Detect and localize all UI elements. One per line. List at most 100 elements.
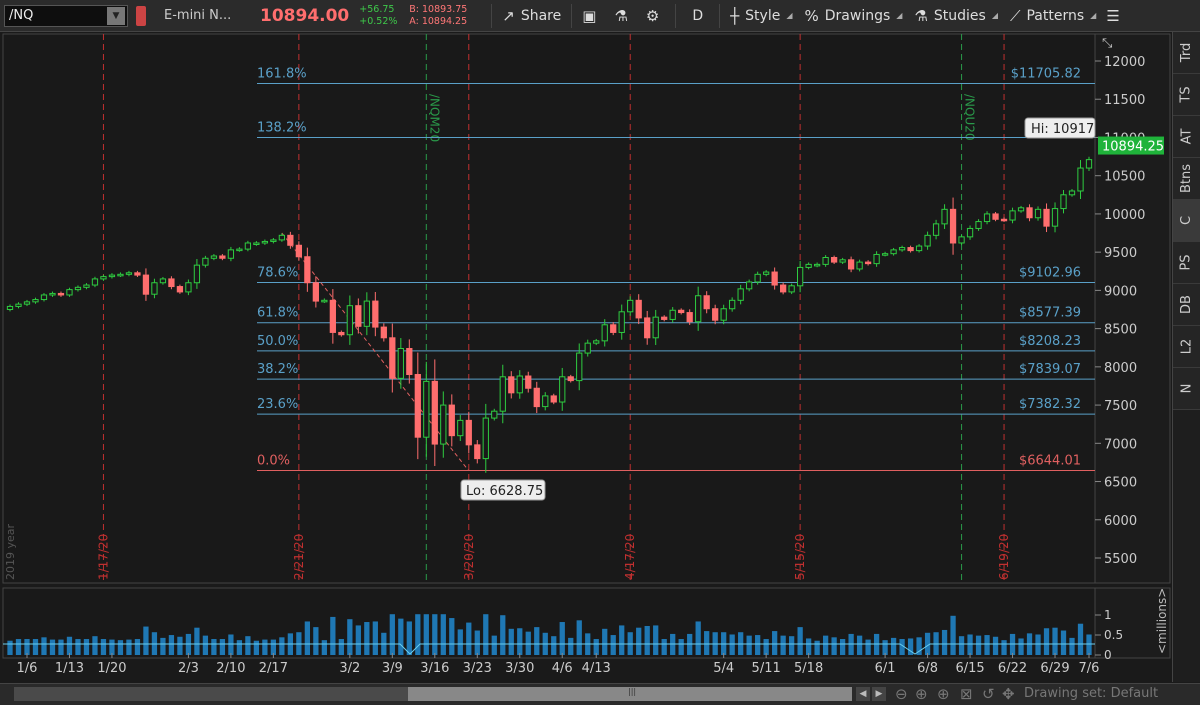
volume-bar [967, 634, 973, 655]
candle-body [847, 259, 855, 270]
time-scrollbar[interactable]: ||| ◀ ▶ ⊖ ⊕ ⊕ ⊠ ↺ ✥ Drawing set: Default [0, 683, 1200, 705]
volume-bar [924, 632, 931, 655]
share-button[interactable]: ↗ Share [496, 2, 567, 30]
studies-button[interactable]: ⚗ Studies ◢ [908, 2, 1004, 30]
drawing-set-label[interactable]: Drawing set: Default [1024, 686, 1159, 701]
chevron-down-icon: ◢ [991, 11, 998, 20]
volume-bar [15, 639, 22, 655]
patterns-icon: ⟋ [1009, 6, 1021, 25]
more-button[interactable]: ☰ [1102, 2, 1123, 30]
price-axis-label: 10500 [1104, 170, 1145, 185]
volume-series: 10.50 [3, 608, 1123, 662]
candle-body [83, 284, 90, 288]
drag-icon[interactable]: ✥ [1002, 685, 1015, 703]
candle-body [822, 257, 829, 265]
price-axis-label: 7000 [1104, 437, 1137, 452]
date-axis-label: 6/22 [998, 661, 1027, 676]
date-axis-label: 1/20 [97, 661, 126, 676]
candle-body [389, 337, 396, 379]
fib-level-percent: 61.8% [257, 306, 298, 321]
fib-level-percent: 50.0% [257, 334, 298, 349]
volume-bar [602, 628, 608, 655]
low-callout [460, 479, 546, 501]
settings-button[interactable]: ⚙ [640, 2, 671, 30]
link-color-button[interactable] [136, 5, 146, 26]
zoom-out-icon[interactable]: ⊖ [895, 685, 908, 703]
scroll-right-icon[interactable]: ▶ [872, 687, 886, 701]
price-axis-label: 11500 [1104, 93, 1145, 108]
drawings-label: Drawings [824, 7, 891, 24]
symbol-input[interactable]: /NQ ▼ [4, 4, 128, 27]
patterns-button[interactable]: ⟋ Patterns ◢ [1004, 2, 1102, 30]
right-tab-db[interactable]: DB [1173, 284, 1200, 326]
volume-bar [160, 637, 166, 655]
volume-bar [449, 618, 455, 655]
reset-zoom-icon[interactable]: ↺ [982, 685, 995, 703]
volume-bar [262, 639, 268, 655]
volume-bar [1077, 623, 1084, 655]
candle-body [737, 288, 744, 301]
volume-bar [534, 627, 540, 655]
volume-bar [755, 635, 761, 655]
zoom-box-icon[interactable]: ⊠ [960, 685, 973, 703]
marker-label: 4/17/20 [623, 534, 637, 580]
volume-bar [347, 619, 353, 655]
right-tab-ps[interactable]: PS [1173, 242, 1200, 284]
style-button[interactable]: ┼ Style ◢ [724, 2, 798, 30]
studies-lab-button[interactable]: ⚗ [608, 2, 639, 30]
volume-bar [228, 634, 234, 655]
candle-body [355, 305, 362, 327]
volume-bar [279, 637, 285, 655]
candle-body [491, 410, 498, 419]
candle-body [91, 278, 99, 286]
volume-bar [49, 639, 56, 655]
price-chart[interactable]: 1/17/20 2/21/20 3/20/20 4/17/20 5/15/20 6/19/… [0, 32, 1172, 683]
date-axis[interactable]: 1/6 1/13 1/20 2/3 2/10 2/17 3/2 3/9 3/16 3/23 3/30… [17, 653, 1100, 676]
drawings-button[interactable]: % Drawings ◢ [798, 2, 908, 30]
candle-body [176, 286, 184, 293]
fibonacci-retracement[interactable]: 161.8%$11705.82138.2%$78.6%$9102.9661.8%… [257, 66, 1095, 472]
scroll-left-icon[interactable]: ◀ [856, 687, 870, 701]
scroll-thumb[interactable] [408, 687, 852, 701]
candle-body [805, 263, 812, 268]
volume-bar [483, 614, 489, 655]
marker-label: /NQU20 [963, 94, 977, 141]
volume-bar [695, 621, 701, 655]
volume-bar [1060, 630, 1067, 655]
volume-bar [729, 634, 735, 655]
candle-body [363, 300, 370, 327]
candle-body [151, 282, 158, 295]
patterns-label: Patterns [1026, 7, 1085, 24]
marker-label: 6/19/20 [997, 534, 1011, 580]
right-tab-c[interactable]: C [1173, 200, 1200, 242]
volume-bar [551, 636, 557, 655]
high-label: Hi: 10917 [1031, 122, 1094, 137]
right-tab-l2[interactable]: L2 [1173, 326, 1200, 368]
zoom-in-icon[interactable]: ⊕ [937, 685, 950, 703]
chevron-down-icon[interactable]: ▼ [107, 6, 125, 25]
timeframe-label: D [692, 7, 704, 24]
last-price: 10894.00 [260, 5, 350, 26]
right-tab-at[interactable]: AT [1173, 116, 1200, 158]
date-axis-label: 6/1 [875, 661, 896, 676]
right-tab-trd[interactable]: Trd [1173, 32, 1200, 74]
crosshair-icon[interactable]: ⊕ [915, 685, 928, 703]
right-tab-btns[interactable]: Btns [1173, 158, 1200, 200]
right-tab-n[interactable]: N [1173, 368, 1200, 410]
change-percent: +0.52% [359, 15, 398, 27]
candle-body [193, 264, 201, 284]
timeframe-button[interactable]: D [680, 2, 715, 30]
candle-body [261, 240, 269, 244]
collapse-icon[interactable]: ⤡ [1102, 36, 1113, 51]
candle-body [414, 373, 421, 438]
candle-body [873, 253, 880, 265]
price-axis[interactable]: 1200011500110001050010000950090008500800… [1095, 55, 1145, 567]
volume-bar [958, 636, 965, 655]
right-tab-ts[interactable]: TS [1173, 74, 1200, 116]
volume-bar [1086, 634, 1092, 655]
flexible-grid-button[interactable]: ▣ [576, 2, 608, 30]
candle-body [1009, 210, 1016, 221]
volume-bar [168, 635, 175, 655]
candle-body [168, 278, 175, 288]
fib-level-percent: 78.6% [257, 266, 298, 281]
